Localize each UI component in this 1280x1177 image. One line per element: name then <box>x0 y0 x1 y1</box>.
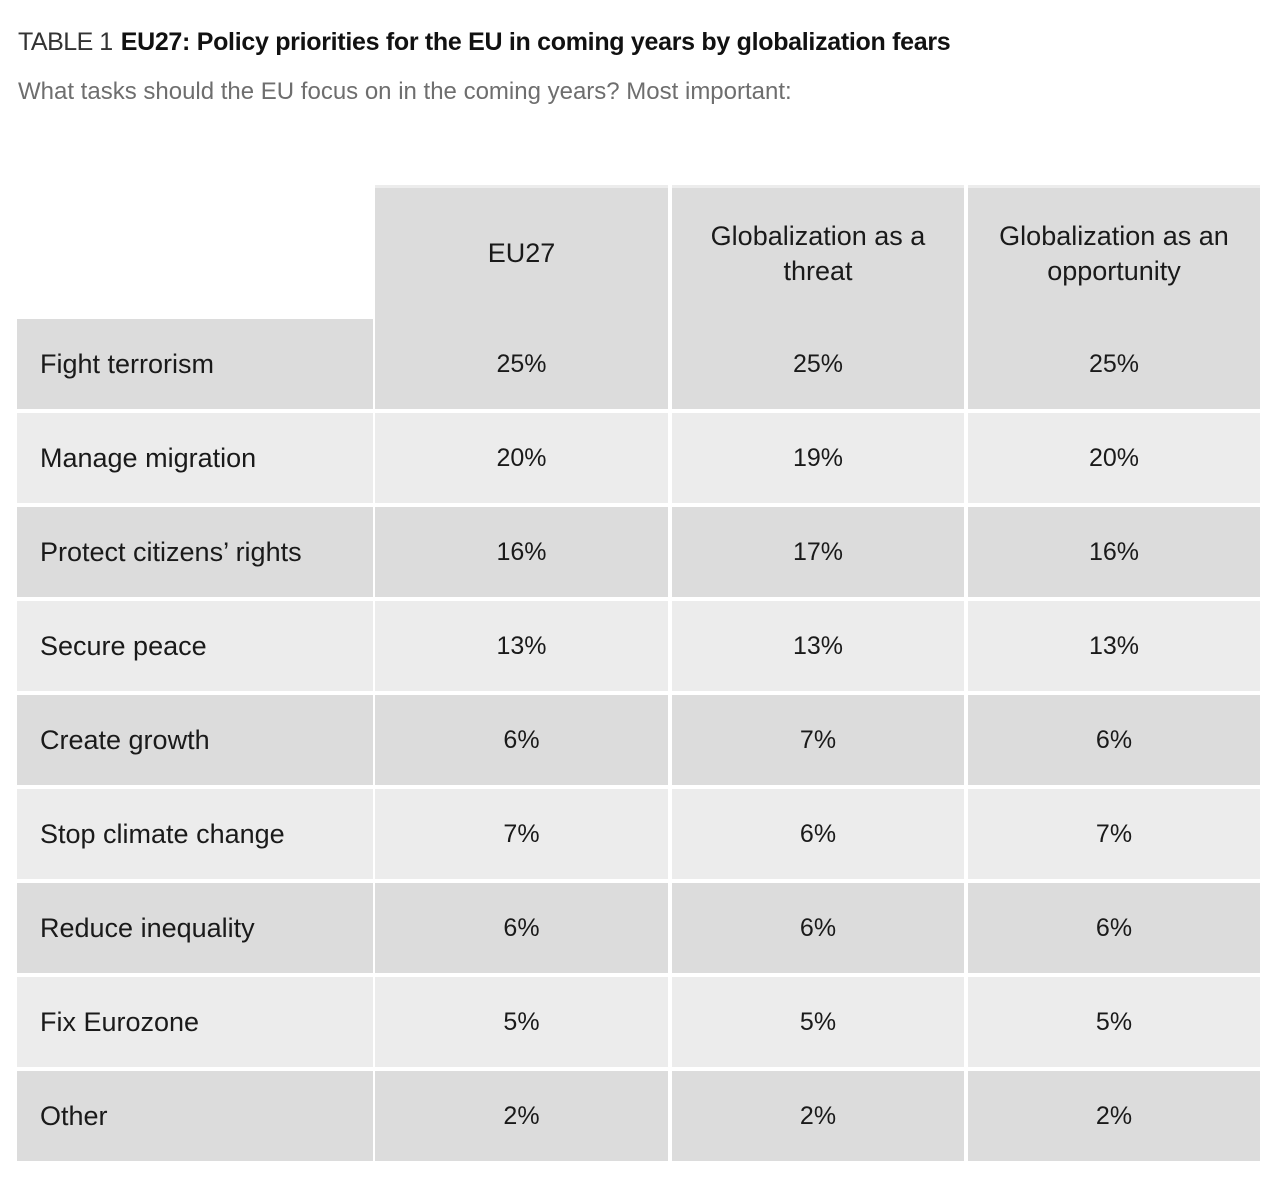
table-cell: 13% <box>672 601 964 691</box>
column-header-threat: Globalization as a threat <box>672 185 964 319</box>
table-cell: 5% <box>375 977 668 1067</box>
table-cell: 6% <box>968 883 1260 973</box>
table-row: Manage migration 20% 19% 20% <box>17 413 1263 503</box>
table-cell: 7% <box>968 789 1260 879</box>
table-cell: 2% <box>672 1071 964 1161</box>
table-cell: 5% <box>672 977 964 1067</box>
table-cell: 25% <box>375 319 668 409</box>
table-cell: 6% <box>375 695 668 785</box>
row-label: Fix Eurozone <box>17 977 373 1067</box>
table-cell: 17% <box>672 507 964 597</box>
table-cell: 13% <box>375 601 668 691</box>
table-heading: EU27: Policy priorities for the EU in co… <box>120 28 951 56</box>
row-label: Fight terrorism <box>17 319 373 409</box>
table-cell: 6% <box>672 789 964 879</box>
table-cell: 20% <box>968 413 1260 503</box>
table-row: Reduce inequality 6% 6% 6% <box>17 883 1263 973</box>
row-label: Stop climate change <box>17 789 373 879</box>
column-header-eu27: EU27 <box>375 185 668 319</box>
table-cell: 2% <box>968 1071 1260 1161</box>
table-cell: 25% <box>968 319 1260 409</box>
table-row: Secure peace 13% 13% 13% <box>17 601 1263 691</box>
table-cell: 19% <box>672 413 964 503</box>
table-cell: 7% <box>375 789 668 879</box>
row-label: Secure peace <box>17 601 373 691</box>
table-cell: 20% <box>375 413 668 503</box>
table-cell: 6% <box>672 883 964 973</box>
table-row: Create growth 6% 7% 6% <box>17 695 1263 785</box>
table-row: Stop climate change 7% 6% 7% <box>17 789 1263 879</box>
row-label: Manage migration <box>17 413 373 503</box>
table-cell: 5% <box>968 977 1260 1067</box>
table-header-row: EU27 Globalization as a threat Globaliza… <box>17 185 1263 319</box>
table-number: TABLE 1 <box>18 28 113 56</box>
row-label: Other <box>17 1071 373 1161</box>
priorities-table: EU27 Globalization as a threat Globaliza… <box>17 185 1263 1161</box>
table-cell: 7% <box>672 695 964 785</box>
table-row: Fix Eurozone 5% 5% 5% <box>17 977 1263 1067</box>
table-title: TABLE 1 EU27: Policy priorities for the E… <box>18 24 951 60</box>
table-cell: 25% <box>672 319 964 409</box>
table-cell: 16% <box>968 507 1260 597</box>
table-subtitle: What tasks should the EU focus on in the… <box>18 78 792 105</box>
row-label: Reduce inequality <box>17 883 373 973</box>
table-cell: 6% <box>375 883 668 973</box>
table-cell: 13% <box>968 601 1260 691</box>
header-corner <box>17 185 373 319</box>
table-row: Protect citizens’ rights 16% 17% 16% <box>17 507 1263 597</box>
row-label: Create growth <box>17 695 373 785</box>
table-cell: 6% <box>968 695 1260 785</box>
table-body: Fight terrorism 25% 25% 25% Manage migration… <box>17 319 1263 1161</box>
table-cell: 16% <box>375 507 668 597</box>
table-row: Fight terrorism 25% 25% 25% <box>17 319 1263 409</box>
table-cell: 2% <box>375 1071 668 1161</box>
row-label: Protect citizens’ rights <box>17 507 373 597</box>
column-header-opportunity: Globalization as an opportunity <box>968 185 1260 319</box>
table-row: Other 2% 2% 2% <box>17 1071 1263 1161</box>
